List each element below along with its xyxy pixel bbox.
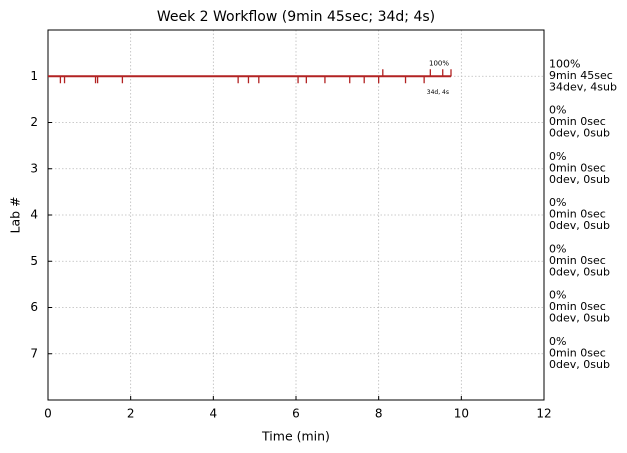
- x-tick-label: 8: [375, 407, 383, 421]
- y-tick-label: 4: [30, 208, 38, 222]
- lab-summary: 9min 45sec: [549, 69, 613, 82]
- lab-summary: 0min 0sec: [549, 346, 606, 359]
- lab-summary: 0min 0sec: [549, 115, 606, 128]
- lab-summary: 0min 0sec: [549, 161, 606, 174]
- lab-summary: 0dev, 0sub: [549, 127, 610, 140]
- lab-summary: 0%: [549, 104, 566, 117]
- y-tick-label: 7: [30, 346, 38, 360]
- lab-summary: 0%: [549, 242, 566, 255]
- y-tick-label: 3: [30, 161, 38, 175]
- lab-annotation: 34d, 4s: [427, 89, 449, 96]
- lab-summary: 0dev, 0sub: [549, 265, 610, 278]
- x-tick-label: 6: [292, 407, 300, 421]
- lab-summary: 100%: [549, 57, 580, 70]
- y-tick-label: 5: [30, 254, 38, 268]
- x-tick-label: 0: [44, 407, 52, 421]
- x-tick-label: 4: [210, 407, 218, 421]
- plot-frame: [47, 29, 545, 401]
- lab-summary: 0dev, 0sub: [549, 358, 610, 371]
- lab-summary: 0dev, 0sub: [549, 219, 610, 232]
- lab-summary: 34dev, 4sub: [549, 80, 617, 93]
- x-tick-label: 2: [127, 407, 135, 421]
- lab-summary: 0%: [549, 289, 566, 302]
- lab-summary: 0%: [549, 196, 566, 209]
- y-tick-label: 2: [30, 115, 38, 129]
- x-tick-label: 10: [454, 407, 469, 421]
- y-axis-label: Lab #: [8, 196, 23, 233]
- lab-summary: 0dev, 0sub: [549, 312, 610, 325]
- lab-summary: 0min 0sec: [549, 300, 606, 313]
- chart-title: Week 2 Workflow (9min 45sec; 34d; 4s): [157, 9, 435, 25]
- y-tick-label: 6: [30, 300, 38, 314]
- lab-summary: 0%: [549, 335, 566, 348]
- x-tick-label: 12: [536, 407, 551, 421]
- lab-summary: 0min 0sec: [549, 208, 606, 221]
- lab-annotation: 100%: [429, 59, 449, 67]
- x-axis-label: Time (min): [261, 429, 330, 444]
- lab-summary: 0dev, 0sub: [549, 173, 610, 186]
- lab-summary: 0%: [549, 150, 566, 163]
- lab-summary: 0min 0sec: [549, 254, 606, 267]
- y-tick-label: 1: [30, 69, 38, 83]
